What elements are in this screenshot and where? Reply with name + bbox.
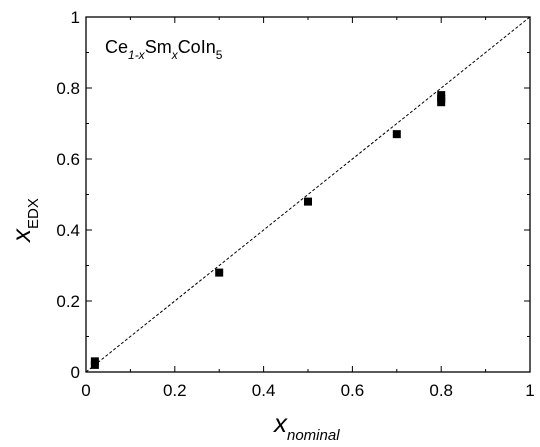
y-axis-label: xEDX (6, 198, 42, 244)
compound-label-part: Ce (105, 37, 128, 57)
compound-label: Ce1-xSmxCoIn5 (105, 37, 223, 62)
x-axis-label-sub: nominal (287, 427, 340, 444)
data-point (392, 130, 401, 139)
y-tick-label: 0.6 (56, 150, 80, 169)
x-axis-label-main: x (272, 408, 288, 438)
compound-label-part: CoIn (178, 37, 216, 57)
plot-frame (85, 16, 531, 373)
x-tick-label: 0.2 (163, 381, 187, 400)
reference-line-y-equals-x (85, 16, 531, 373)
x-tick-labels: 0 0.2 0.4 0.6 0.8 1 (81, 381, 534, 400)
y-tick-label: 0.2 (56, 292, 80, 311)
x-tick-label: 0 (81, 381, 90, 400)
y-tick-label: 0 (71, 363, 80, 382)
y-tick-labels: 0 0.2 0.4 0.6 0.8 1 (56, 8, 80, 382)
x-tick-label: 1 (525, 381, 534, 400)
compound-label-part: Sm (145, 37, 172, 57)
y-tick-label: 1 (71, 8, 80, 27)
compound-label-part: 1-x (128, 48, 146, 62)
y-tick-label: 0.4 (56, 221, 80, 240)
x-tick-label: 0.8 (429, 381, 453, 400)
y-axis-label-sub: EDX (25, 198, 42, 229)
x-tick-label: 0.4 (252, 381, 276, 400)
data-point (437, 91, 446, 100)
data-point (90, 357, 99, 366)
compound-label-part: x (171, 48, 179, 62)
y-axis-label-main: x (6, 228, 36, 244)
x-axis-label: xnominal (272, 408, 340, 444)
compound-label-part: 5 (216, 48, 223, 62)
data-points (90, 91, 446, 369)
data-point (304, 197, 312, 206)
y-tick-label: 0.8 (56, 79, 80, 98)
data-point (215, 268, 224, 277)
x-tick-label: 0.6 (341, 381, 365, 400)
